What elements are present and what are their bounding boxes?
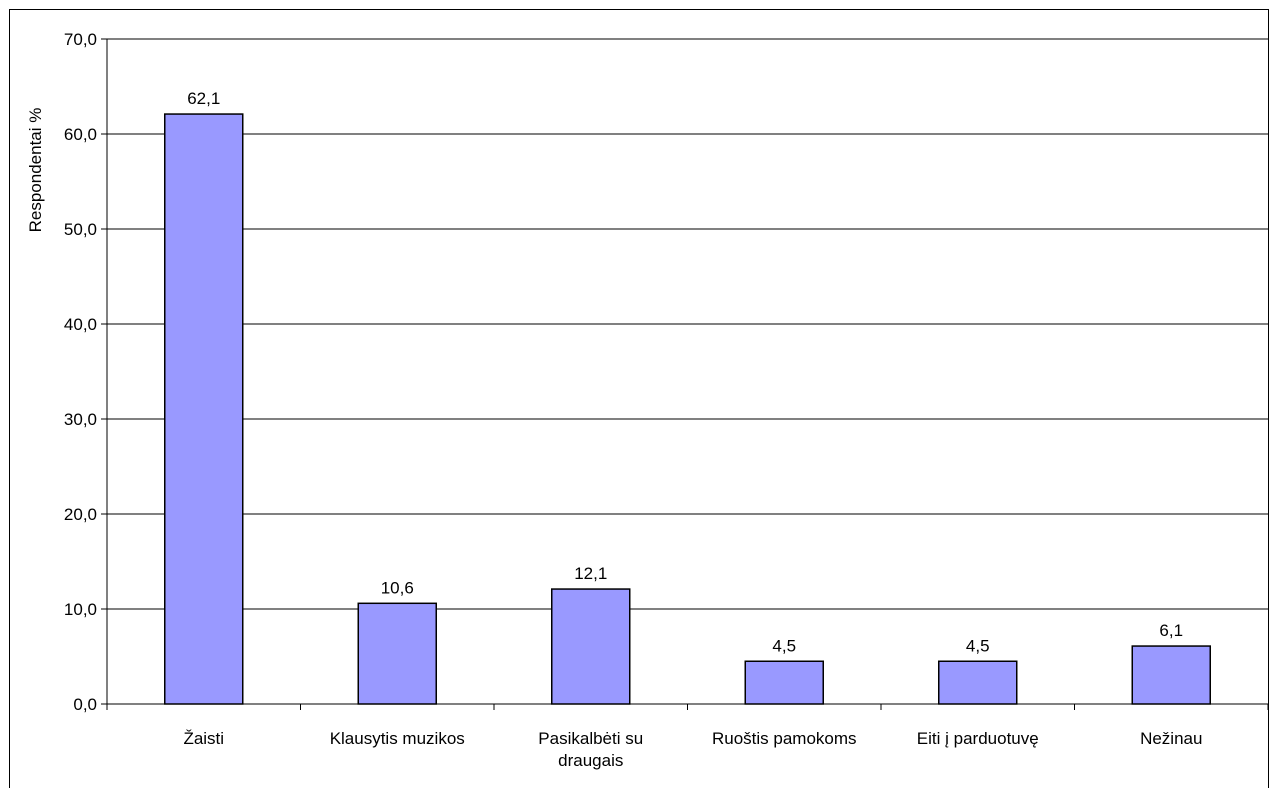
- x-category-label: Pasikalbėti su draugais: [538, 729, 643, 770]
- y-tick-label: 70,0: [64, 30, 97, 49]
- y-axis-ticks: 0,0 10,0 20,0 30,0 40,0 50,0 60,0 70,0: [64, 30, 107, 714]
- x-category-label: Ruoštis pamokoms: [712, 729, 857, 748]
- y-tick-label: 50,0: [64, 220, 97, 239]
- y-tick-label: 60,0: [64, 125, 97, 144]
- bars: [164, 113, 1211, 705]
- data-label: 10,6: [381, 578, 414, 597]
- x-category-label: Eiti į parduotuvę: [917, 729, 1039, 748]
- bar: [938, 660, 1018, 705]
- y-tick-label: 40,0: [64, 315, 97, 334]
- bar: [1131, 645, 1211, 705]
- chart-frame: [9, 9, 1269, 788]
- data-labels: 62,1 10,6 12,1 4,5 4,5 6,1: [187, 89, 1183, 655]
- y-tick-label: 0,0: [73, 695, 97, 714]
- x-category-label: Nežinau: [1140, 729, 1202, 748]
- data-label: 62,1: [187, 89, 220, 108]
- y-tick-label: 10,0: [64, 600, 97, 619]
- bar: [164, 113, 244, 705]
- data-label: 4,5: [772, 636, 796, 655]
- y-tick-label: 30,0: [64, 410, 97, 429]
- bar: [551, 588, 631, 705]
- x-category-label: Klausytis muzikos: [330, 729, 465, 748]
- y-tick-label: 20,0: [64, 505, 97, 524]
- y-axis-title: Respondentai %: [26, 108, 45, 233]
- data-label: 6,1: [1159, 621, 1183, 640]
- x-category-label: Žaisti: [183, 729, 224, 748]
- bar: [744, 660, 824, 705]
- bar: [357, 602, 437, 705]
- data-label: 4,5: [966, 636, 990, 655]
- axes: [106, 39, 1269, 710]
- grid-lines: [107, 38, 1268, 610]
- x-axis-labels: Žaisti Klausytis muzikos Pasikalbėti su dra…: [183, 729, 1202, 770]
- data-label: 12,1: [574, 564, 607, 583]
